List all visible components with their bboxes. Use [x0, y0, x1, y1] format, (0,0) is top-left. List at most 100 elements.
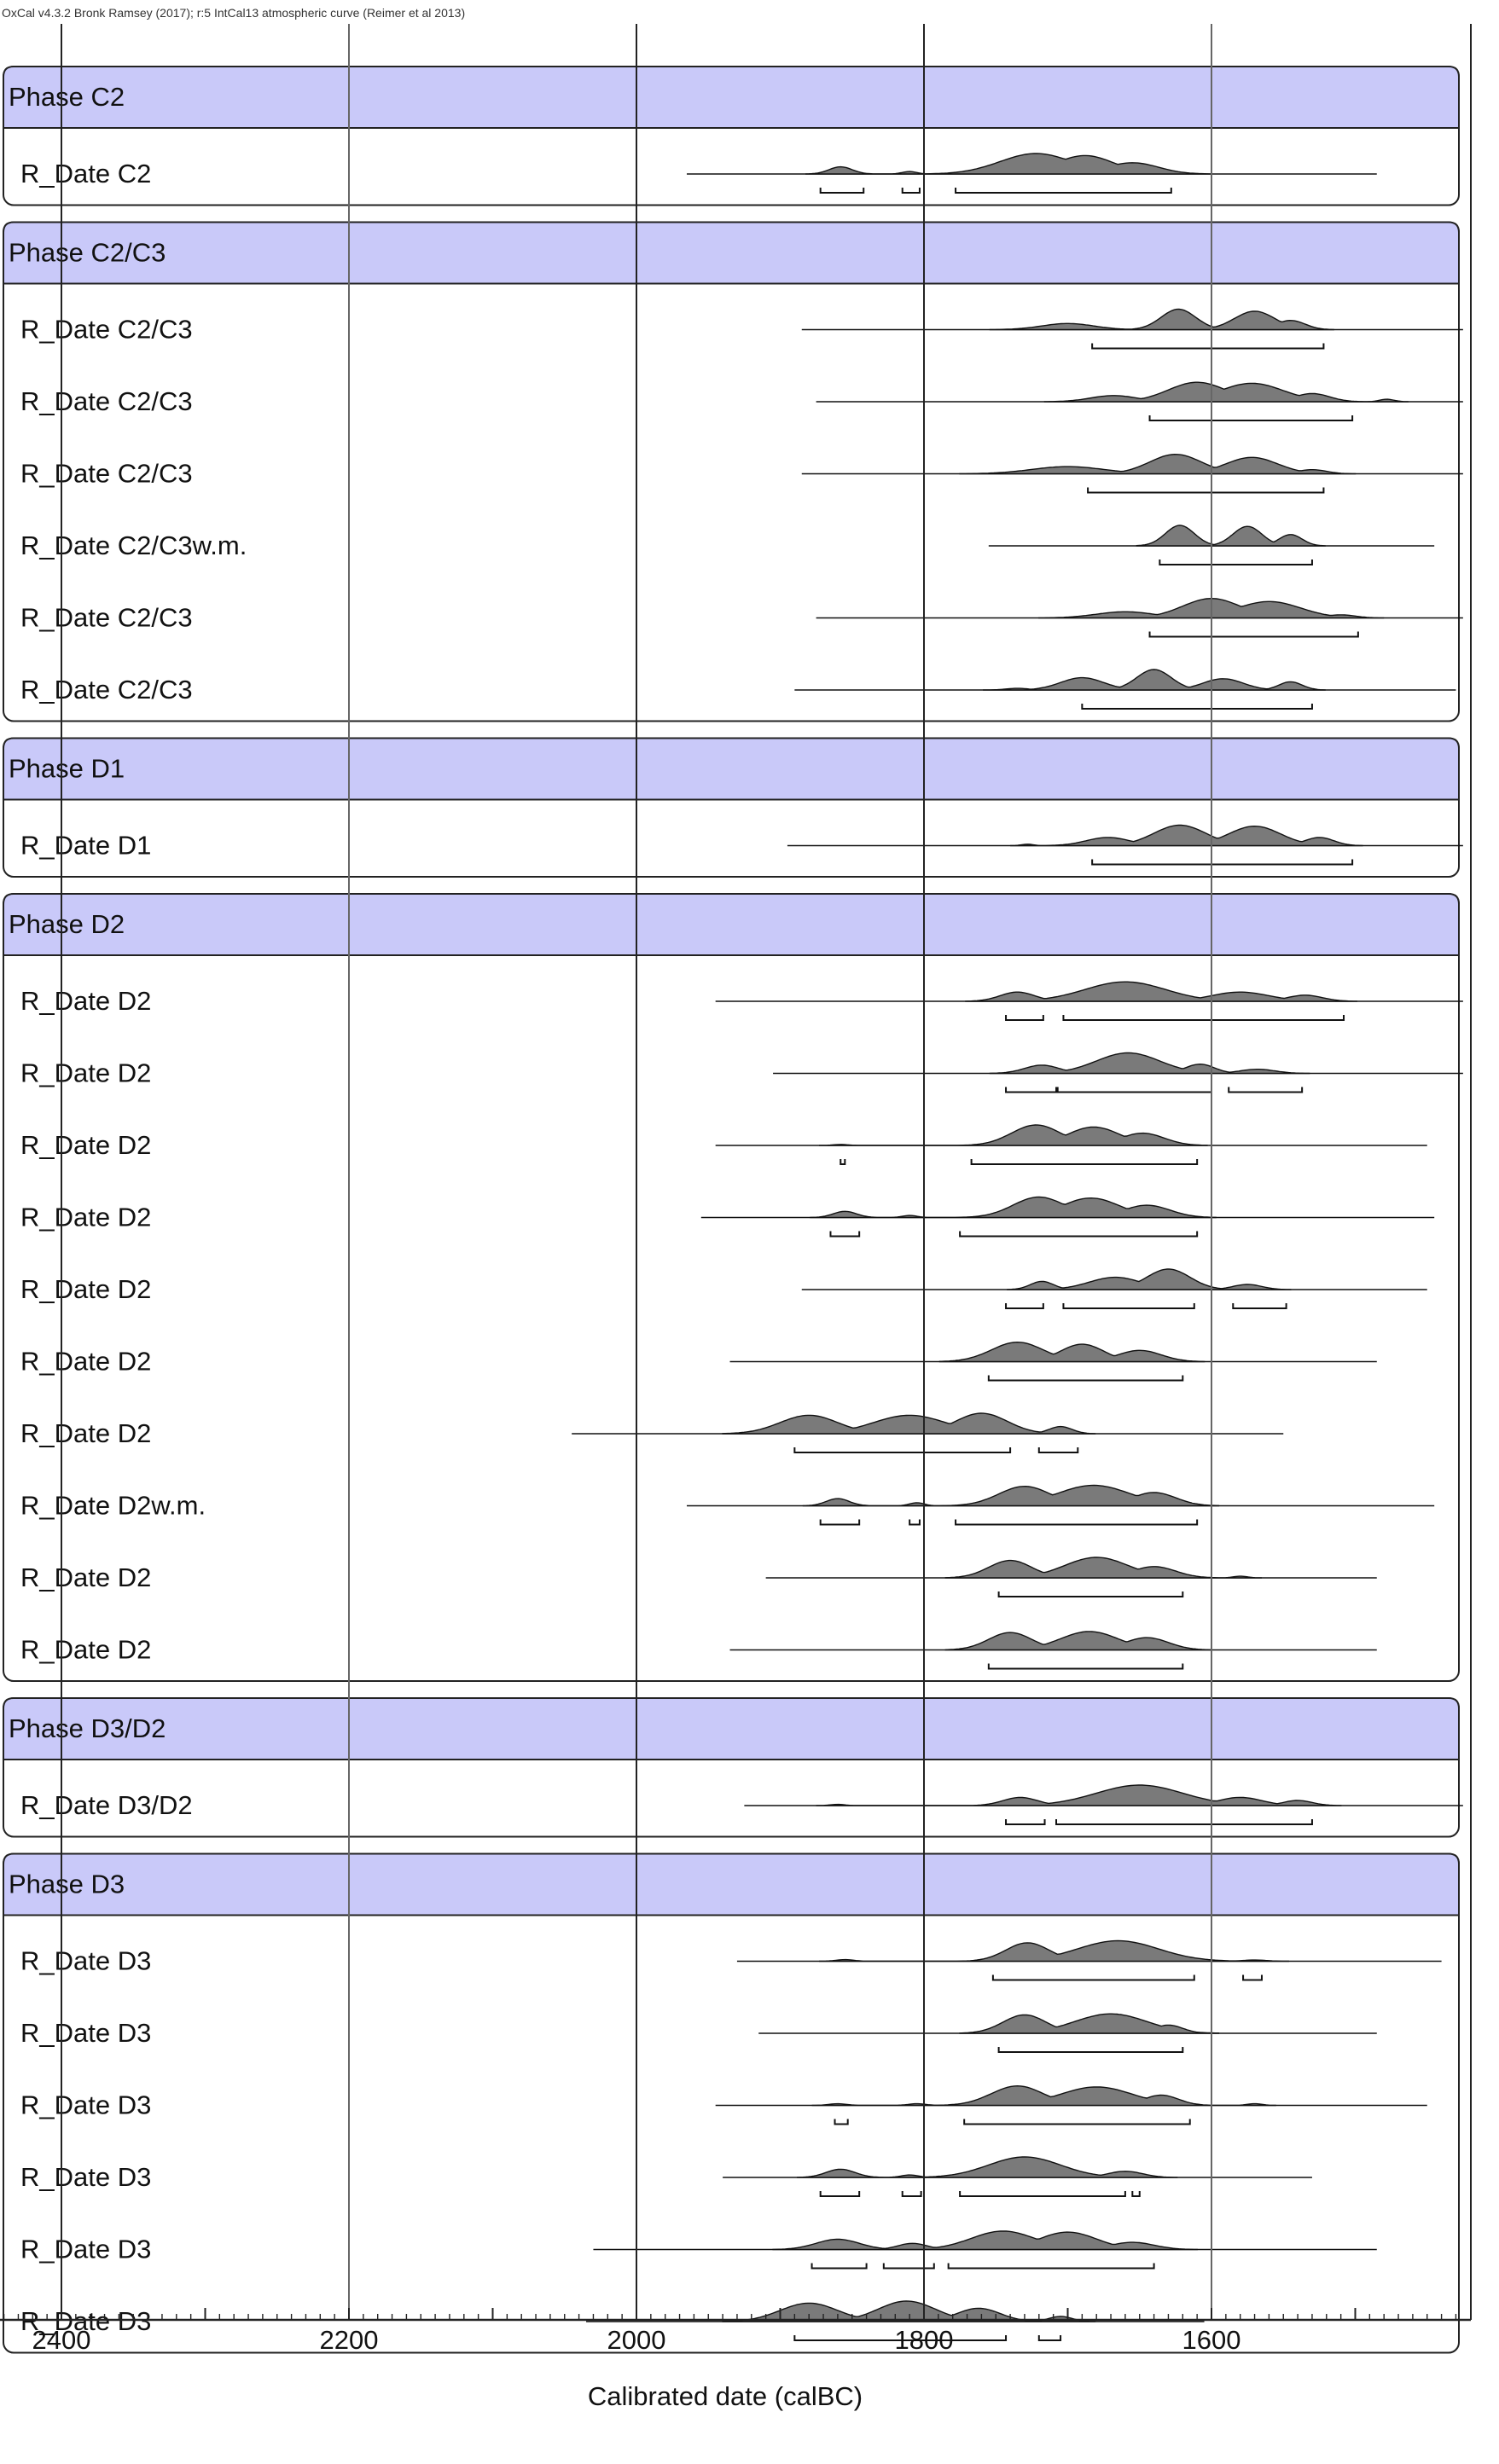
- date-label: R_Date D2w.m.: [20, 1491, 206, 1521]
- hpd-bracket: [955, 1519, 1199, 1526]
- x-tick-label: 1600: [1182, 2325, 1241, 2355]
- probability-distribution: [797, 2156, 1178, 2178]
- plot-header: OxCal v4.3.2 Bronk Ramsey (2017); r:5 In…: [2, 6, 465, 20]
- date-row: R_Date D3/D2: [20, 1784, 1463, 1825]
- hpd-bracket: [1062, 1303, 1195, 1309]
- date-row: R_Date D2: [20, 1052, 1463, 1093]
- probability-distribution: [805, 153, 1211, 175]
- hpd-bracket: [793, 2335, 1008, 2341]
- hpd-bracket: [1131, 2191, 1141, 2197]
- date-label: R_Date D2: [20, 1562, 151, 1592]
- probability-distribution: [959, 453, 1357, 475]
- hpd-bracket: [987, 1375, 1184, 1382]
- hpd-bracket: [987, 1663, 1184, 1670]
- probability-distribution: [989, 308, 1334, 331]
- hpd-bracket: [1037, 2335, 1062, 2341]
- date-label: R_Date D2: [20, 1203, 151, 1232]
- hpd-bracket: [1062, 1015, 1345, 1021]
- hpd-bracket: [834, 2119, 849, 2125]
- phases-layer: Phase C2 R_Date C2 Phase C2/C3 R_Date C2/C3…: [3, 66, 1463, 2354]
- date-row: R_Date C2/C3w.m.: [20, 525, 1435, 565]
- date-row: R_Date D2: [20, 981, 1463, 1021]
- gridlines: [61, 24, 1212, 2320]
- date-label: R_Date C2/C3: [20, 603, 193, 633]
- date-label: R_Date C2/C3: [20, 315, 193, 345]
- hpd-bracket: [1005, 1303, 1044, 1309]
- phase-label: Phase D1: [9, 754, 125, 784]
- hpd-bracket: [1228, 1087, 1304, 1093]
- hpd-bracket: [970, 1159, 1199, 1165]
- probability-distribution: [944, 1557, 1263, 1579]
- date-row: R_Date C2/C3: [20, 453, 1463, 494]
- date-row: R_Date C2/C3: [20, 381, 1463, 421]
- date-row: R_Date D2: [20, 1124, 1427, 1165]
- hpd-bracket: [901, 2191, 922, 2197]
- date-row: R_Date D1: [20, 824, 1463, 866]
- date-label: R_Date D2: [20, 1347, 151, 1377]
- phase-group: Phase C2 R_Date C2: [3, 66, 1460, 206]
- hpd-bracket: [1159, 559, 1313, 565]
- hpd-bracket: [829, 1231, 861, 1238]
- x-axis-label: Calibrated date (calBC): [588, 2381, 863, 2411]
- date-row: R_Date D2: [20, 1631, 1377, 1670]
- phase-header-band: [3, 221, 1460, 285]
- date-row: R_Date D3: [20, 2084, 1427, 2125]
- date-row: R_Date D2w.m.: [20, 1484, 1435, 1526]
- date-label: R_Date D2: [20, 986, 151, 1016]
- hpd-bracket: [997, 1591, 1184, 1597]
- probability-distribution: [819, 1124, 1208, 1146]
- date-label: R_Date C2: [20, 159, 151, 188]
- hpd-bracket: [901, 188, 921, 194]
- hpd-bracket: [811, 2263, 868, 2270]
- date-row: R_Date D3: [20, 2013, 1377, 2053]
- hpd-bracket: [947, 2263, 1155, 2270]
- probability-distribution: [772, 2230, 1198, 2251]
- probability-distribution: [938, 1341, 1206, 1363]
- hpd-bracket: [819, 1519, 861, 1526]
- phase-label: Phase D2: [9, 909, 125, 939]
- hpd-bracket: [955, 188, 1172, 194]
- hpd-bracket: [840, 1159, 846, 1165]
- probability-distribution: [959, 2013, 1220, 2034]
- date-label: R_Date C2/C3w.m.: [20, 530, 247, 560]
- probability-distribution: [818, 1939, 1289, 1963]
- hpd-bracket: [1232, 1303, 1287, 1309]
- date-label: R_Date D2: [20, 1058, 151, 1088]
- x-tick-label: 2400: [32, 2325, 91, 2355]
- date-label: R_Date D2: [20, 1130, 151, 1160]
- phase-panel: [3, 1852, 1460, 2354]
- phase-header-band: [3, 737, 1460, 801]
- date-label: R_Date D2: [20, 1635, 151, 1665]
- phase-label: Phase C2: [9, 82, 125, 112]
- probability-distribution: [802, 1484, 1220, 1507]
- phase-group: Phase D1 R_Date D1: [3, 737, 1463, 878]
- hpd-bracket: [991, 1974, 1195, 1981]
- probability-distribution: [1010, 824, 1363, 847]
- date-row: R_Date D2: [20, 1412, 1284, 1453]
- hpd-bracket: [909, 1519, 921, 1526]
- phase-group: Phase D2 R_Date D2 R_Date D2 R_Date D2 R_Dat…: [3, 893, 1463, 1682]
- hpd-bracket: [959, 2191, 1126, 2197]
- date-label: R_Date D3: [20, 2162, 151, 2192]
- date-row: R_Date C2/C3: [20, 308, 1463, 350]
- phase-header-band: [3, 1697, 1460, 1760]
- hpd-bracket: [819, 2191, 861, 2197]
- x-tick-label: 2000: [607, 2325, 666, 2355]
- date-label: R_Date C2/C3: [20, 459, 193, 489]
- hpd-bracket: [997, 2047, 1184, 2053]
- date-label: R_Date C2/C3: [20, 675, 193, 704]
- date-row: R_Date D3: [20, 2156, 1312, 2197]
- phase-group: Phase C2/C3 R_Date C2/C3 R_Date C2/C3 R_Dat…: [3, 221, 1463, 722]
- hpd-bracket: [1005, 1819, 1046, 1825]
- phase-label: Phase C2/C3: [9, 238, 166, 268]
- date-label: R_Date D3: [20, 2090, 151, 2120]
- x-tick-label: 2200: [320, 2325, 379, 2355]
- probability-distribution: [810, 1196, 1217, 1219]
- hpd-bracket: [1081, 704, 1313, 710]
- x-tick-label: 1800: [895, 2325, 954, 2355]
- phase-group: Phase D3 R_Date D3 R_Date D3 R_Date D3 R_Dat…: [3, 1852, 1460, 2354]
- probability-distribution: [816, 1784, 1342, 1806]
- probability-distribution: [965, 981, 1357, 1002]
- hpd-bracket: [959, 1231, 1199, 1238]
- date-label: R_Date D1: [20, 831, 151, 861]
